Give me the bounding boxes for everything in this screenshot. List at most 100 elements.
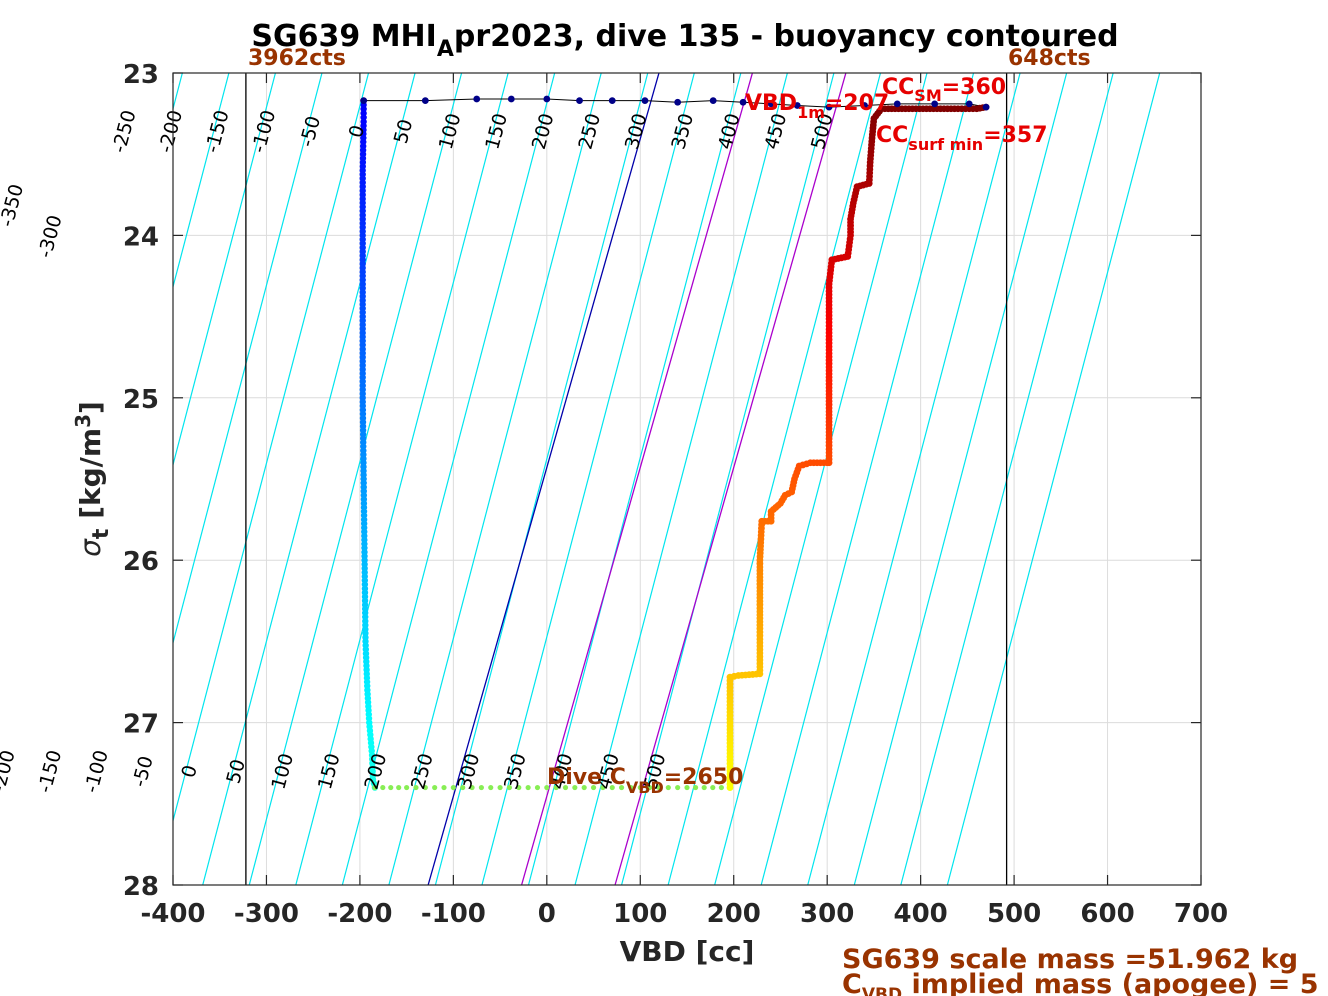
x-axis-label: VBD [cc] xyxy=(620,935,755,968)
y-tick-label: 23 xyxy=(123,60,159,90)
buoyancy-contour xyxy=(807,73,1021,885)
bottom-point xyxy=(572,784,578,791)
reference-line-bound-low xyxy=(520,73,754,885)
contour-label-top: 450 xyxy=(761,111,792,152)
buoyancy-contour xyxy=(481,73,695,885)
bottom-point xyxy=(675,784,681,791)
bottom-point xyxy=(380,784,386,791)
buoyancy-contour xyxy=(434,73,649,885)
bottom-point xyxy=(432,784,438,791)
surface-point xyxy=(674,98,682,106)
contour-label-bottom: 200 xyxy=(361,751,392,792)
surface-point xyxy=(825,103,833,111)
reference-lines xyxy=(427,73,847,885)
bottom-point xyxy=(647,784,653,791)
surface-point xyxy=(507,95,515,103)
buoyancy-contour xyxy=(173,73,370,824)
bottom-point xyxy=(701,784,707,791)
x-tick-label: -400 xyxy=(140,899,205,929)
buoyancy-contour xyxy=(760,73,975,885)
bottom-point xyxy=(497,784,503,791)
contour-label-top: -50 xyxy=(296,114,325,150)
x-tick-label: -300 xyxy=(234,899,299,929)
bottom-point xyxy=(628,784,634,791)
x-tick-label: 200 xyxy=(707,899,761,929)
title-sub: A xyxy=(437,37,454,62)
surface-point xyxy=(473,95,481,103)
surface-point xyxy=(861,102,868,109)
contour-label-top: 300 xyxy=(621,111,652,152)
vbd-limit-lines xyxy=(245,73,1008,885)
vbd-max-limit-label: 648cts xyxy=(1008,46,1091,71)
contour-labels: -450-400-350-300-250-200-150-100-5005010… xyxy=(0,108,838,795)
bottom-point xyxy=(544,784,550,791)
buoyancy-contour xyxy=(946,73,1161,885)
contour-label-top: -200 xyxy=(155,108,187,155)
contour-label-top: 150 xyxy=(481,111,512,152)
contour-label-top: -150 xyxy=(201,108,233,155)
contour-label-top: 400 xyxy=(714,111,745,152)
x-tick-label: 600 xyxy=(1080,899,1134,929)
buoyancy-contour xyxy=(173,73,277,468)
bottom-point xyxy=(478,784,484,791)
bottom-point xyxy=(388,784,394,791)
buoyancy-contour xyxy=(714,73,928,885)
buoyancy-contours xyxy=(173,73,1161,885)
x-tick-label: 100 xyxy=(613,899,667,929)
bottom-point xyxy=(684,784,690,791)
contour-label-bottom: -50 xyxy=(128,754,157,790)
bottom-point xyxy=(609,784,615,791)
cc-surf-min-annotation: CCsurf min=357 xyxy=(876,123,1048,154)
surface-point xyxy=(739,98,747,106)
x-tick-label: 500 xyxy=(987,899,1041,929)
contour-label-top: -100 xyxy=(248,108,280,155)
surface-point xyxy=(641,97,649,105)
surface-point xyxy=(931,100,939,108)
vbd-1m-annotation: VBD1m=207 xyxy=(745,91,889,122)
bottom-point xyxy=(600,784,606,791)
bottom-point xyxy=(460,784,466,791)
buoyancy-contour xyxy=(295,73,509,885)
contour-label-top: -350 xyxy=(0,182,28,229)
x-tick-label: 700 xyxy=(1174,899,1228,929)
implied-mass-text: CVBD implied mass (apogee) = 5 xyxy=(842,969,1319,996)
contour-label-bottom: 0 xyxy=(177,763,201,780)
bottom-point xyxy=(590,784,597,791)
bottom-point xyxy=(372,784,378,791)
buoyancy-contour xyxy=(341,73,556,885)
contour-label-bottom: 150 xyxy=(314,751,345,792)
surface-point xyxy=(982,103,990,111)
contour-label-top: -300 xyxy=(34,213,66,260)
buoyancy-contour xyxy=(173,73,323,646)
data-series xyxy=(359,95,990,791)
surface-point xyxy=(965,100,973,108)
bottom-point xyxy=(441,784,447,791)
bottom-point xyxy=(710,784,716,791)
contour-label-top: -250 xyxy=(108,108,140,155)
bottom-point xyxy=(718,784,724,791)
bottom-point xyxy=(404,784,410,791)
surface-point xyxy=(360,97,368,105)
x-tick-label: 0 xyxy=(538,899,556,929)
buoyancy-contour xyxy=(853,73,1068,885)
y-tick-label: 25 xyxy=(123,385,159,415)
axis-ticks: -400 -300 -200 -100 0 100 200 300 400 500 600 70023… xyxy=(123,60,1228,929)
contour-label-top: 250 xyxy=(574,111,605,152)
contour-label-bottom: -100 xyxy=(80,748,112,795)
bottom-point xyxy=(534,784,541,791)
contour-label-top: 50 xyxy=(390,117,418,146)
x-tick-label: -100 xyxy=(421,899,486,929)
bottom-point xyxy=(396,784,402,791)
bottom-point xyxy=(656,784,662,791)
contour-label-bottom: 350 xyxy=(500,751,531,792)
dive-c-vbd-annotation: Dive CVBD=2650 xyxy=(547,765,743,797)
buoyancy-contour xyxy=(248,73,463,885)
surface-point xyxy=(608,97,616,105)
reference-line-neutral xyxy=(427,73,660,885)
bottom-point xyxy=(618,784,625,791)
contour-label-bottom: -150 xyxy=(34,748,66,795)
y-tick-label: 26 xyxy=(123,547,159,577)
buoyancy-contour xyxy=(173,73,230,290)
bottom-point xyxy=(692,784,699,791)
